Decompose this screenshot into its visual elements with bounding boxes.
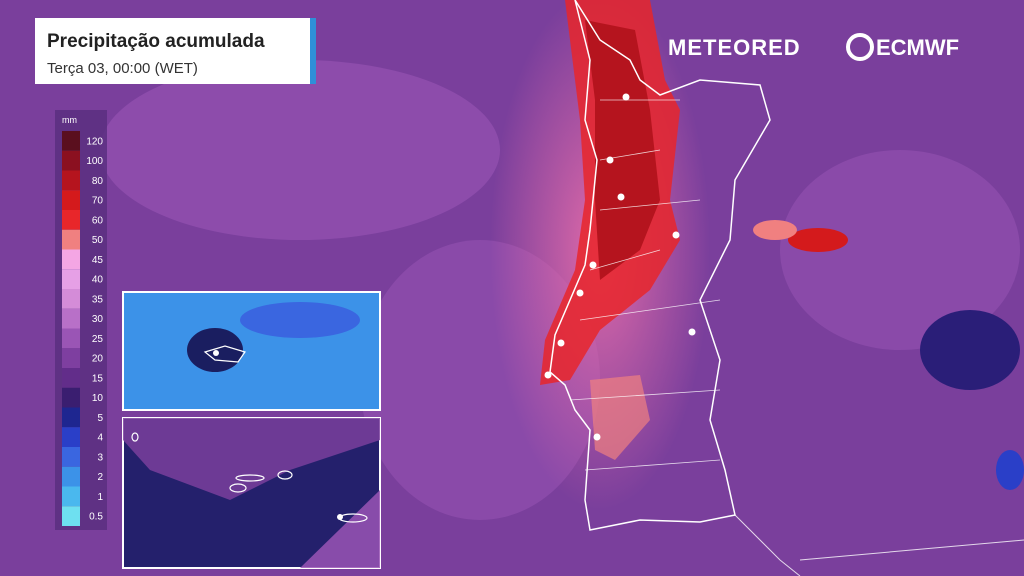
title-box [35,18,316,84]
city-marker [213,350,219,356]
legend-swatch [62,170,80,191]
legend-label: 45 [92,255,104,266]
country-border [549,0,771,531]
legend-swatch [62,289,80,309]
legend-label: 50 [92,235,104,246]
legend-swatch [62,466,80,487]
legend-swatch [62,269,80,289]
island-outline [203,345,246,363]
legend-label: 5 [97,413,103,424]
precip-area [590,375,650,460]
legend-label: 0.5 [89,512,103,523]
coastline [734,514,1024,576]
precip-area [100,60,500,240]
precip-area [187,328,243,372]
legend: 120 100 80 70 60 50 45 40 35 30 25 20 15 10 5 4 3 2 1 0.5 [62,131,103,526]
legend-label: 80 [92,176,104,187]
ecmwf-icon [846,33,874,61]
city-markers [544,93,696,441]
precip-area [920,310,1020,390]
legend-label: 40 [92,275,104,286]
legend-label: 15 [92,373,104,384]
precip-area [780,150,1020,350]
legend-unit: mm [62,115,77,125]
legend-swatch [62,150,80,171]
legend-swatch [62,131,80,151]
title: Precipitação acumulada [47,31,265,52]
legend-swatch [62,486,80,507]
precip-area [788,228,848,252]
island-outlines [131,432,368,523]
legend-swatch [62,447,80,467]
legend-swatch [62,387,80,408]
title-accent [310,18,316,84]
legend-label: 120 [86,136,103,147]
legend-swatch [62,210,80,230]
precip-area [300,490,380,568]
legend-label: 3 [97,452,103,463]
legend-label: 60 [92,215,104,226]
legend-label: 70 [92,196,104,207]
legend-swatch [62,328,80,349]
legend-swatch [62,427,80,447]
district-border [569,99,721,471]
precip-area [585,20,660,280]
legend-swatch [62,308,80,329]
legend-label: 20 [92,354,104,365]
legend-label: 30 [92,314,104,325]
legend-swatch [62,249,80,270]
legend-label: 4 [97,433,103,444]
precip-area [123,418,380,500]
precip-area [996,450,1024,490]
legend-swatch [62,229,80,250]
legend-label: 10 [92,393,104,404]
legend-swatch [62,407,80,428]
precip-area [753,220,797,240]
precip-area [240,302,360,338]
legend-swatch [62,348,80,368]
legend-label: 35 [92,294,104,305]
legend-label: 25 [92,334,104,345]
legend-swatch [62,368,80,388]
legend-swatch [62,506,80,526]
legend-label: 2 [97,472,103,483]
ecmwf-logo: ECMWF [876,35,959,60]
meteored-logo: METEORED [668,35,801,60]
subtitle: Terça 03, 00:00 (WET) [47,60,198,77]
city-marker [337,514,343,520]
legend-label: 100 [86,156,103,167]
legend-swatch [62,190,80,210]
legend-label: 1 [97,492,103,503]
